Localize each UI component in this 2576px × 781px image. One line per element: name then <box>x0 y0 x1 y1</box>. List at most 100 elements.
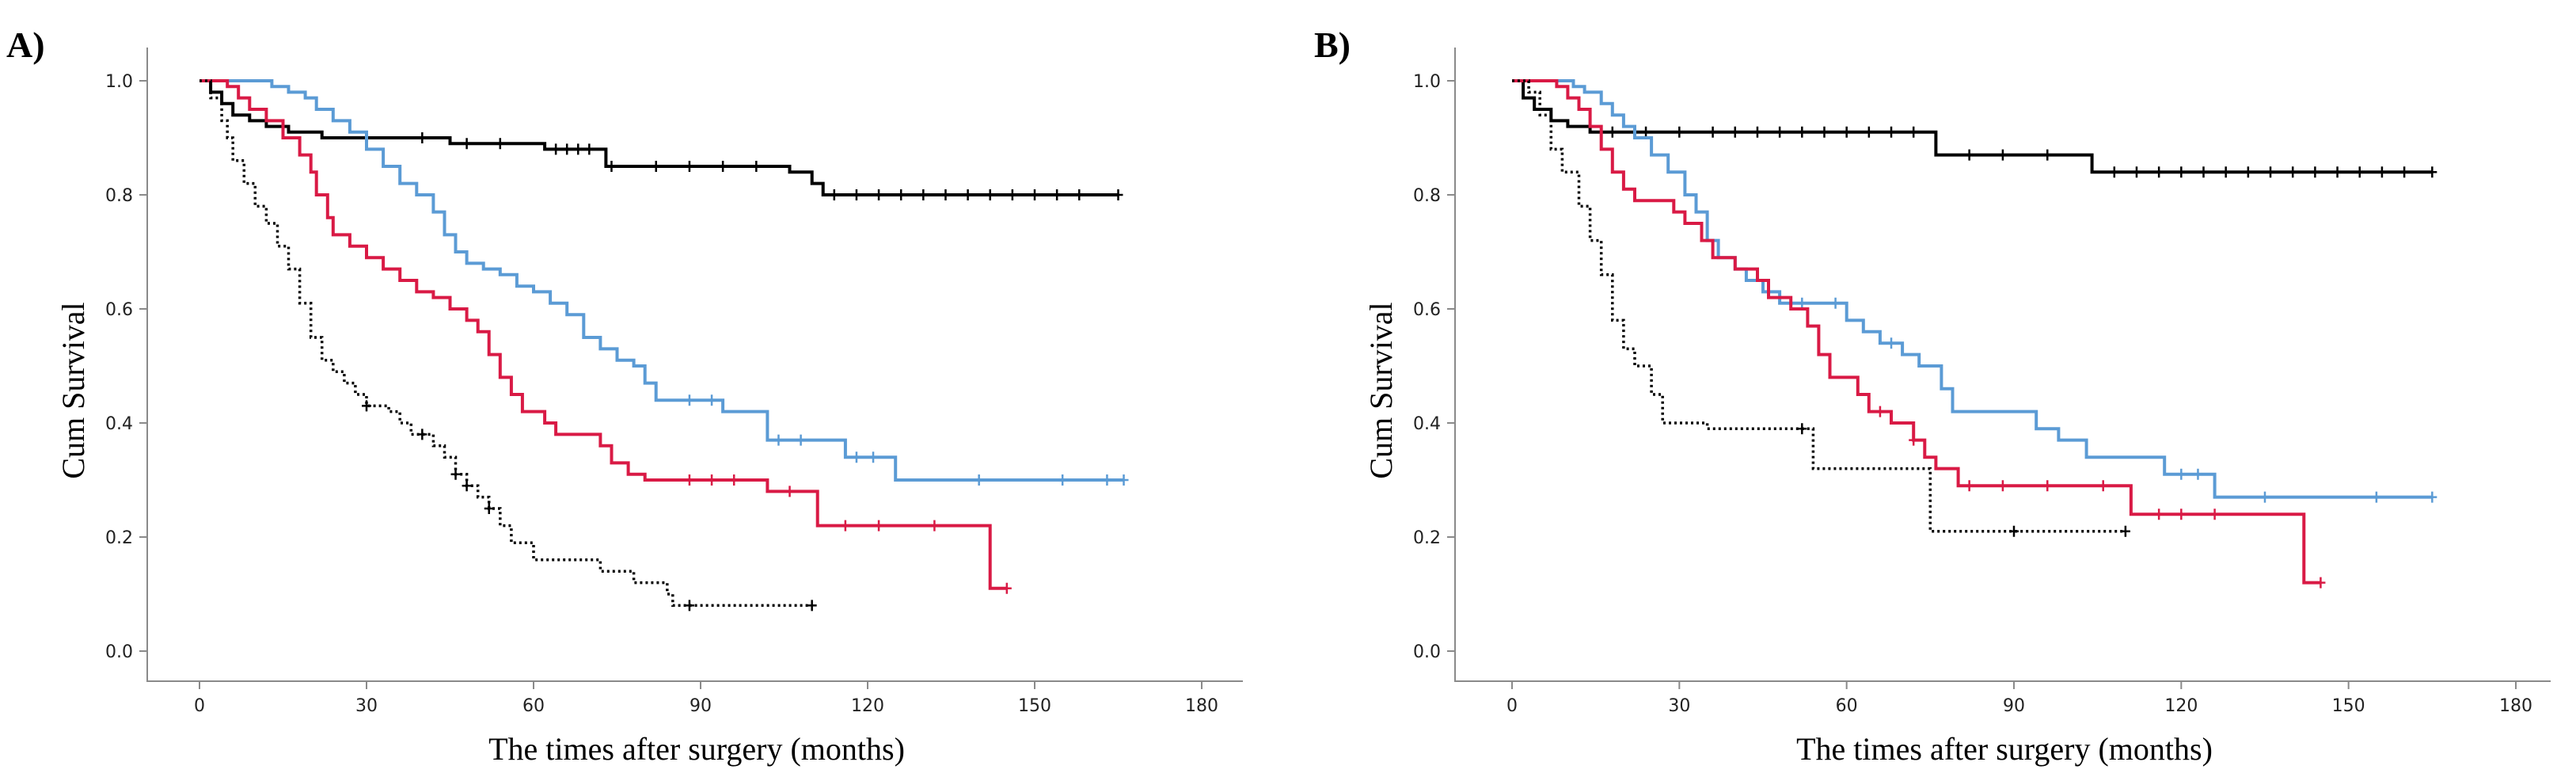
panel-b-series-2-censor-mark <box>2316 577 2326 589</box>
panel-a-series-0-line <box>199 79 1119 196</box>
panel-a-series-0-censor-mark <box>495 138 505 150</box>
panel-b-y-tick-label: 0.6 <box>1413 300 1441 320</box>
panel-b-series-0-censor-mark <box>1909 126 1919 138</box>
panel-a-series-0-censor-mark <box>1074 189 1085 200</box>
panel-a-series-3-censor-mark <box>462 480 472 492</box>
panel-a-series-3-line <box>199 79 812 608</box>
panel-a-series-0-censor-mark <box>1052 189 1062 200</box>
panel-b-series-0-censor-mark <box>2310 166 2320 178</box>
panel-a-y-tick-label: 0.8 <box>105 186 133 206</box>
panel-a-y-tick-label: 0.2 <box>105 528 133 548</box>
panel-b-series-0-censor-mark <box>2377 166 2387 178</box>
panel-a-series-1-line <box>199 79 1124 482</box>
panel-a-y-tick-label: 0.4 <box>105 414 133 434</box>
panel-a-series-0-censor-mark <box>851 189 861 200</box>
panel-a-series-1-censor-mark <box>974 474 984 486</box>
panel-b-series-3-censor-mark <box>1797 423 1807 435</box>
panel-b-series-2-censor-mark <box>2098 480 2108 492</box>
panel-b-series-0-censor-mark <box>2109 166 2119 178</box>
panel-a-series-0-censor-mark <box>751 161 762 172</box>
panel-a-series-0-censor-mark <box>918 189 929 200</box>
panel-b-series-2-censor-mark <box>2176 509 2187 520</box>
panel-a-y-axis-title: Cum Survival <box>55 302 91 478</box>
panel-b-series-0-censor-mark <box>2042 149 2053 161</box>
panel-b-series-1-censor-mark <box>2260 491 2270 503</box>
panel-a-series-0-censor-mark <box>1113 189 1123 200</box>
panel-b-series-2-censor-mark <box>2209 509 2220 520</box>
panel-a-series-0-censor-mark <box>985 189 995 200</box>
panel-b-series-2-censor-mark <box>1875 406 1885 417</box>
panel-a-series-0-censor-mark <box>551 143 561 155</box>
panel-b-y-tick-label: 0.4 <box>1413 414 1441 434</box>
panel-a-series-3-censor-mark <box>807 600 817 611</box>
panel-a-x-axis-title: The times after surgery (months) <box>488 731 905 767</box>
panel-b-series-0-censor-mark <box>2354 166 2365 178</box>
panel-a-axes <box>146 48 1243 682</box>
panel-b-series-3-censor-mark <box>2009 525 2019 537</box>
panel-b-series-0-censor-mark <box>2427 166 2437 178</box>
panel-a-series-0-censor-mark <box>573 143 583 155</box>
panel-a-series-1-censor-mark <box>851 451 861 463</box>
panel-b: B) Cum Survival The times after surgery … <box>1314 25 2551 767</box>
panel-b-series-0-censor-mark <box>1819 126 1829 138</box>
panel-b-series-0-censor-mark <box>1730 126 1740 138</box>
panel-a-series-2-censor-mark <box>729 474 739 486</box>
panel-a-series-0-censor-mark <box>829 189 839 200</box>
panel-a-series-3-censor-mark <box>450 468 461 480</box>
panel-b-series-3-censor-mark <box>2120 525 2130 537</box>
panel-b-series-0-censor-mark <box>2221 166 2231 178</box>
panel-b-series-1-censor-mark <box>1830 297 1841 309</box>
panel-a-series-2-censor-mark <box>874 520 884 531</box>
panel-a-series-0-censor-mark <box>1030 189 1039 200</box>
panel-b-series-0-censor-mark <box>2266 166 2276 178</box>
panel-b-axes <box>1454 48 2551 682</box>
panel-b-x-tick-label: 90 <box>2003 696 2025 716</box>
panel-a-series-0-censor-mark <box>874 189 884 200</box>
panel-a-series-0-censor-mark <box>651 161 661 172</box>
panel-b-series-1-censor-mark <box>2371 491 2381 503</box>
panel-a-series-1-censor-mark <box>773 434 784 446</box>
panel-a-series-0-censor-mark <box>584 143 595 155</box>
panel-b-y-tick-label: 0.8 <box>1413 186 1441 206</box>
panel-a-series-0-censor-mark <box>896 189 906 200</box>
panel-a-x-tick-label: 60 <box>522 696 545 716</box>
panel-b-x-tick-label: 0 <box>1506 696 1518 716</box>
panel-a-series-1-censor-mark <box>1119 474 1129 486</box>
panel-b-series-0-censor-mark <box>1752 126 1762 138</box>
panel-b-series-0-censor-mark <box>2399 166 2410 178</box>
panel-b-series-1-censor-mark <box>1886 337 1897 349</box>
panel-b-series-0-censor-mark <box>1708 126 1718 138</box>
panel-b-series-0-censor-mark <box>2154 166 2164 178</box>
panel-b-series-0-censor-mark <box>1797 126 1807 138</box>
panel-a-series-2-censor-mark <box>707 474 717 486</box>
panel-a-x-tick-label: 150 <box>1018 696 1051 716</box>
panel-a-series-3-censor-mark <box>684 600 694 611</box>
panel-a-x-tick-label: 90 <box>690 696 712 716</box>
panel-b-series-0-censor-mark <box>1641 126 1651 138</box>
panel-b-series-0-censor-mark <box>1607 126 1617 138</box>
panel-a-series-2-censor-mark <box>929 520 940 531</box>
panel-b-series-0-censor-mark <box>1886 126 1897 138</box>
panel-a-series-0-censor-mark <box>684 161 694 172</box>
panel-b-y-tick-label: 0.2 <box>1413 528 1441 548</box>
panel-a-series-1-censor-mark <box>796 434 806 446</box>
panel-b-label: B) <box>1314 25 1351 65</box>
panel-a-series-0-censor-mark <box>606 161 617 172</box>
panel-b-y-axis-title: Cum Survival <box>1363 302 1399 478</box>
panel-a-series-2-line <box>199 79 1007 590</box>
panel-b-x-axis-title: The times after surgery (months) <box>1796 731 2213 767</box>
panel-a-x-tick-label: 180 <box>1185 696 1218 716</box>
panel-b-series-1-censor-mark <box>2176 468 2187 480</box>
panel-b-series-0-censor-mark <box>2288 166 2298 178</box>
panel-a-series-2-censor-mark <box>785 486 795 497</box>
panel-b-series-1-censor-mark <box>2193 468 2203 480</box>
panel-b-series-0-censor-mark <box>1775 126 1785 138</box>
panel-b-series-2-line <box>1512 79 2321 585</box>
panel-b-series-0-censor-mark <box>1864 126 1874 138</box>
panel-a-series-2-censor-mark <box>840 520 850 531</box>
panel-a-series-2-censor-mark <box>684 474 694 486</box>
panel-b-series-0-censor-mark <box>1964 149 1974 161</box>
panel-a-y-tick-label: 0.0 <box>105 642 133 662</box>
panel-a-y-tick-label: 1.0 <box>105 72 133 92</box>
